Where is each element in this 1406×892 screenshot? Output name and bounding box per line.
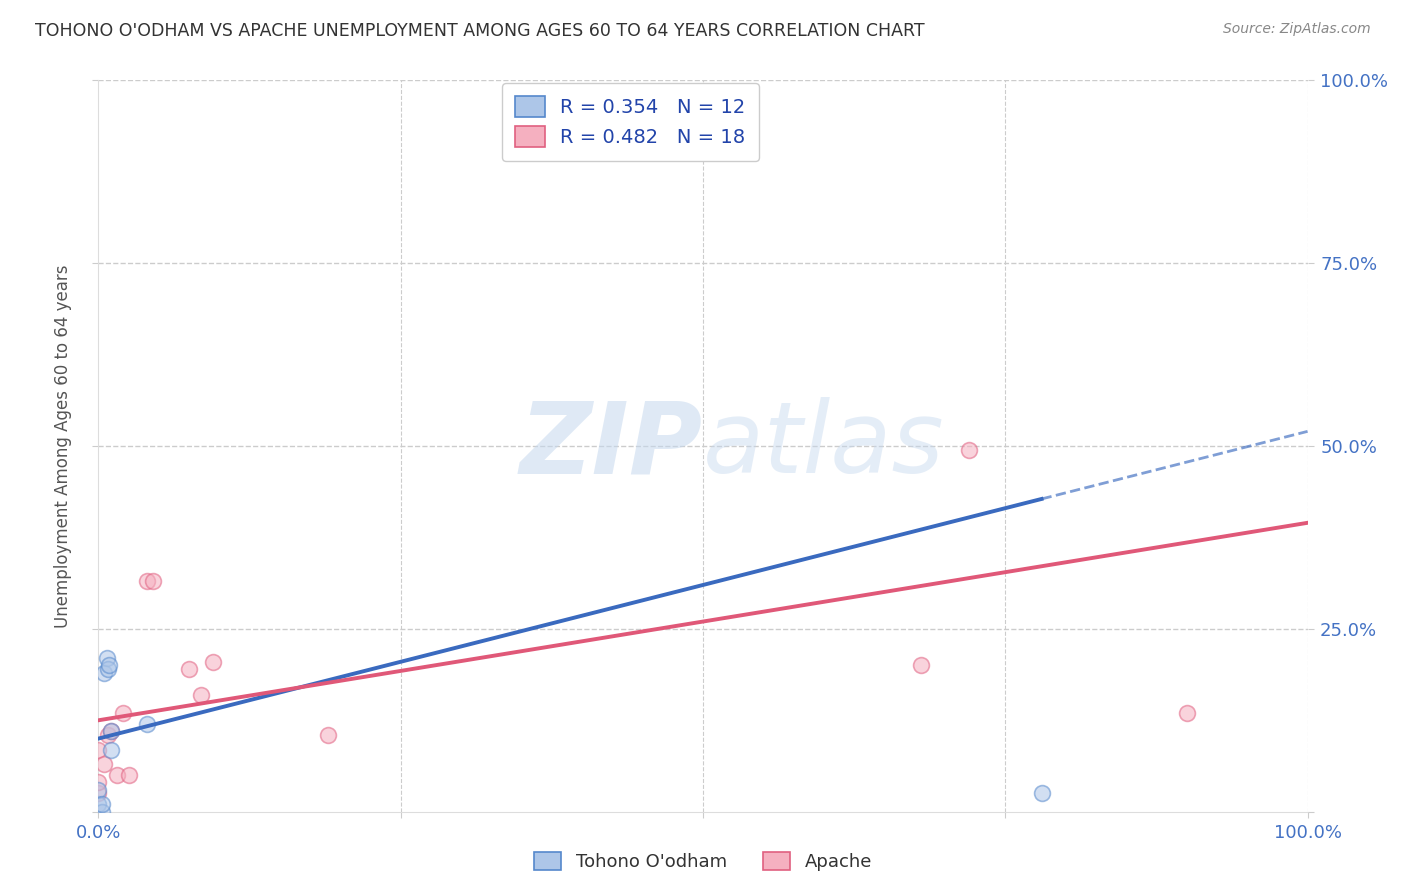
Point bbox=[97, 662, 120, 676]
Point bbox=[93, 757, 115, 772]
Point bbox=[100, 724, 122, 739]
Point bbox=[100, 724, 122, 739]
Point bbox=[910, 658, 932, 673]
Text: Source: ZipAtlas.com: Source: ZipAtlas.com bbox=[1223, 22, 1371, 37]
Point bbox=[111, 706, 134, 720]
Point bbox=[118, 768, 141, 782]
Text: ZIP: ZIP bbox=[520, 398, 703, 494]
Text: atlas: atlas bbox=[703, 398, 945, 494]
Point bbox=[98, 658, 121, 673]
Point bbox=[105, 768, 128, 782]
Point bbox=[87, 775, 110, 789]
Point bbox=[97, 728, 120, 742]
Point bbox=[96, 651, 118, 665]
Point bbox=[93, 665, 115, 680]
Point bbox=[87, 742, 110, 756]
Point bbox=[202, 655, 225, 669]
Point bbox=[1175, 706, 1198, 720]
Point bbox=[135, 717, 157, 731]
Point bbox=[142, 574, 165, 589]
Point bbox=[135, 574, 157, 589]
Point bbox=[91, 797, 114, 812]
Point bbox=[957, 442, 980, 457]
Point bbox=[316, 728, 339, 742]
Point bbox=[100, 742, 122, 756]
Y-axis label: Unemployment Among Ages 60 to 64 years: Unemployment Among Ages 60 to 64 years bbox=[53, 264, 72, 628]
Point bbox=[179, 662, 201, 676]
Legend: R = 0.354   N = 12, R = 0.482   N = 18: R = 0.354 N = 12, R = 0.482 N = 18 bbox=[502, 83, 759, 161]
Text: TOHONO O'ODHAM VS APACHE UNEMPLOYMENT AMONG AGES 60 TO 64 YEARS CORRELATION CHAR: TOHONO O'ODHAM VS APACHE UNEMPLOYMENT AM… bbox=[35, 22, 925, 40]
Point bbox=[91, 805, 114, 819]
Point bbox=[87, 782, 110, 797]
Point bbox=[190, 688, 212, 702]
Point bbox=[87, 787, 110, 801]
Legend: Tohono O'odham, Apache: Tohono O'odham, Apache bbox=[527, 845, 879, 879]
Point bbox=[1031, 787, 1053, 801]
Point bbox=[87, 797, 110, 812]
